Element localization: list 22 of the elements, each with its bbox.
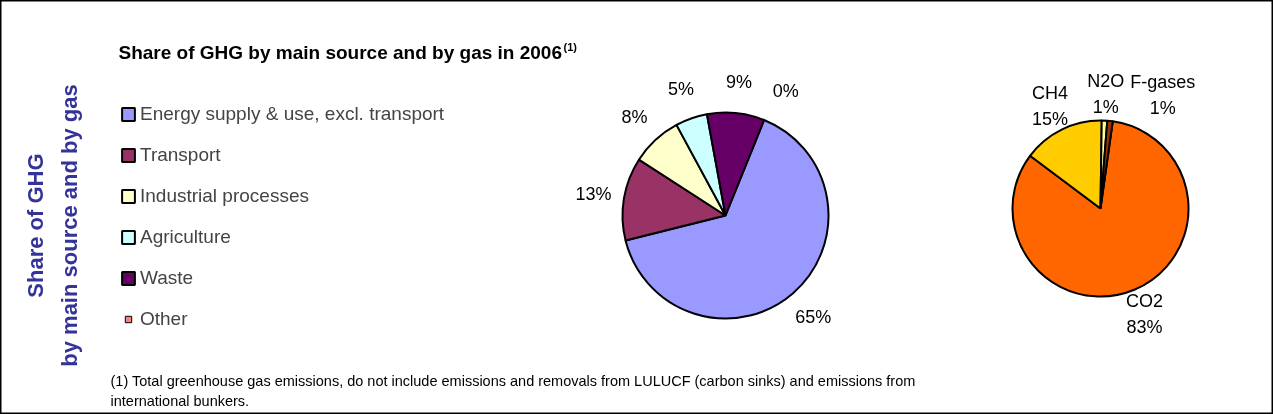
data-label: 5% — [668, 79, 695, 100]
slice-label: CO2 — [1125, 291, 1163, 312]
legend-label: Agriculture — [140, 226, 231, 248]
slice-label: CH4 — [1031, 82, 1068, 103]
data-label: 1% — [1149, 97, 1176, 118]
data-label: 8% — [621, 107, 648, 128]
slice-label: F-gases — [1130, 71, 1196, 92]
data-label: 15% — [1031, 108, 1069, 129]
text: (1) Total greenhouse gas emissions, do not include emissions and removals from LULUCF (carbon sinks) and emissions from international bunkers. — [110, 372, 916, 409]
text: 0% — [772, 81, 799, 102]
text: Share of GHG by main source and by gas — [23, 84, 82, 367]
data-label: 83% — [1126, 317, 1163, 338]
data-label: 1% — [1092, 97, 1119, 118]
legend-label: Energy supply & use, excl. transport — [140, 103, 445, 125]
legend-label: Waste — [140, 267, 194, 289]
legend-label: Other — [140, 308, 188, 330]
data-label: 65% — [795, 306, 832, 327]
data-label: 13% — [575, 183, 612, 204]
data-label: 9% — [726, 72, 753, 93]
slice-label: N2O — [1087, 71, 1125, 92]
legend-label: Industrial processes — [140, 185, 309, 207]
legend-label: Transport — [140, 144, 221, 166]
